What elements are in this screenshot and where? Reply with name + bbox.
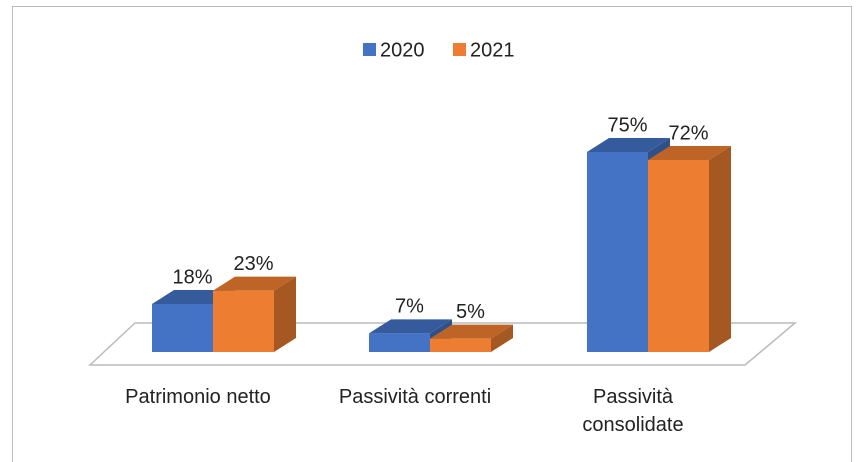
legend-label: 2021 <box>470 39 515 61</box>
bar <box>587 152 648 352</box>
legend-swatch <box>363 43 376 56</box>
bar-top <box>587 138 670 152</box>
legend-swatch <box>453 43 466 56</box>
data-label: 5% <box>456 301 485 323</box>
bar <box>648 160 709 352</box>
data-label: 23% <box>233 253 273 275</box>
x-tick-label: Passività correnti <box>338 386 492 408</box>
bar <box>213 290 274 352</box>
x-tick-label: Patrimonio netto <box>125 386 271 408</box>
bar-side <box>274 276 296 352</box>
bar-side <box>709 146 731 352</box>
bar <box>152 304 213 352</box>
bar <box>430 338 491 352</box>
data-label: 72% <box>668 122 708 144</box>
bar <box>369 333 430 352</box>
bar-top <box>213 276 296 291</box>
data-label: 75% <box>607 114 647 136</box>
legend-label: 2020 <box>380 39 425 61</box>
data-label: 7% <box>395 296 424 318</box>
data-label: 18% <box>172 266 212 288</box>
bar-top <box>430 324 513 339</box>
bar-side <box>491 324 513 352</box>
bar-top <box>648 146 731 160</box>
bar-top <box>369 319 452 334</box>
x-tick-label: Passività consolidate <box>582 386 684 436</box>
